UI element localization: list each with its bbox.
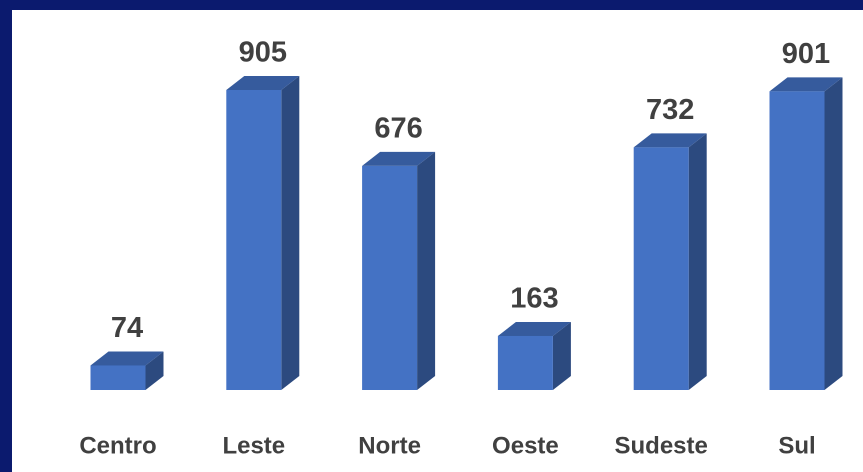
bar-side — [281, 75, 300, 391]
bar-top — [633, 133, 707, 148]
bar — [633, 147, 689, 390]
x-tick-label: Sul — [778, 432, 815, 459]
data-label: 163 — [510, 283, 558, 315]
data-label: 74 — [111, 312, 143, 344]
x-tick-label: Norte — [358, 432, 421, 459]
bar-top — [90, 351, 164, 366]
x-tick-label: Oeste — [492, 432, 559, 459]
bar-side — [688, 133, 707, 391]
bar-top — [769, 77, 843, 92]
bar — [90, 365, 146, 390]
bar-side — [145, 351, 164, 390]
data-label: 676 — [374, 113, 422, 145]
bar-top — [497, 321, 571, 336]
data-label: 732 — [646, 94, 694, 126]
bar-top — [226, 75, 300, 90]
plot-panel — [12, 10, 863, 472]
bar-top — [362, 151, 436, 166]
bar-side — [417, 151, 436, 390]
bar — [226, 89, 282, 391]
data-label: 905 — [239, 37, 287, 69]
x-tick-label: Centro — [79, 432, 156, 459]
x-tick-label: Sudeste — [615, 432, 708, 459]
bar-side — [552, 321, 571, 390]
bar-side — [824, 77, 843, 391]
x-tick-label: Leste — [222, 432, 285, 459]
data-label: 901 — [782, 38, 830, 70]
bar — [497, 335, 553, 390]
bar — [769, 91, 825, 391]
bar — [362, 165, 418, 390]
